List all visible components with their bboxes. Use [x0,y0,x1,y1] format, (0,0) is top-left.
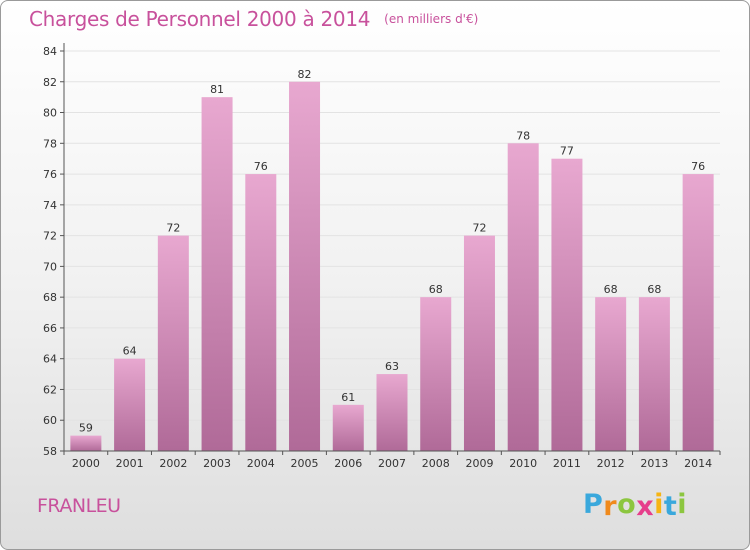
x-tick-label-2000: 2000 [72,457,100,470]
value-label-2004: 76 [254,160,268,173]
bar-2002 [157,235,189,451]
x-tick-label-2006: 2006 [334,457,362,470]
y-tick-label: 80 [43,107,57,120]
value-label-2008: 68 [429,283,443,296]
value-label-2009: 72 [472,222,486,235]
x-tick-label-2002: 2002 [159,457,187,470]
y-tick-label: 58 [43,445,57,458]
chart-title: Charges de Personnel 2000 à 2014 [29,7,371,31]
bar-2009 [463,235,495,451]
y-tick-label: 76 [43,168,57,181]
x-tick-label-2013: 2013 [640,457,668,470]
logo-letter: i [677,489,688,520]
bars [70,81,714,452]
y-tick-label: 60 [43,414,57,427]
value-label-2012: 68 [604,283,618,296]
value-label-2005: 82 [298,68,312,81]
axes: 58 60 62 64 66 68 70 72 74 76 78 80 82 84 2000 2001 2002… [43,43,721,470]
x-tick-label-2012: 2012 [597,457,625,470]
bar-2006 [332,404,364,451]
bar-2008 [420,297,452,451]
bar-2003 [201,97,233,452]
value-label-2002: 72 [166,222,180,235]
y-tick-label: 68 [43,291,57,304]
value-label-2013: 68 [647,283,661,296]
x-tick-label-2010: 2010 [509,457,537,470]
y-tick-label: 82 [43,76,57,89]
value-label-2001: 64 [123,345,137,358]
x-tick-label-2008: 2008 [422,457,450,470]
y-tick-label: 66 [43,322,57,335]
bar-2007 [376,374,408,451]
x-tick-label-2011: 2011 [553,457,581,470]
value-label-2014: 76 [691,160,705,173]
bar-2013 [638,297,670,451]
bar-2012 [595,297,627,451]
bar-2005 [289,81,321,452]
value-label-2007: 63 [385,360,399,373]
x-tick-label-2007: 2007 [378,457,406,470]
title-row: Charges de Personnel 2000 à 2014 (en mill… [29,7,478,35]
logo-letter: t [663,491,678,522]
y-tick-label: 78 [43,137,57,150]
bar-2000 [70,435,102,451]
y-tick-label: 62 [43,383,57,396]
logo-letter: P [583,489,604,520]
x-tick-label-2009: 2009 [465,457,493,470]
logo-letter: i [654,489,664,520]
proxiti-logo[interactable]: Proxiti [583,489,688,522]
y-tick-label: 70 [43,260,57,273]
value-label-2003: 81 [210,83,224,96]
y-tick-label: 64 [43,353,57,366]
bar-2004 [245,174,277,452]
bar-2001 [114,358,146,451]
value-label-2010: 78 [516,129,530,142]
x-tick-label-2004: 2004 [247,457,275,470]
x-tick-label-2003: 2003 [203,457,231,470]
bar-2010 [507,143,539,452]
chart-subtitle: (en milliers d'€) [384,12,479,26]
x-tick-label-2014: 2014 [684,457,712,470]
logo-letter: x [636,491,655,522]
y-tick-label: 84 [43,45,57,58]
y-tick-label: 74 [43,199,57,212]
x-tick-label-2005: 2005 [291,457,319,470]
bar-2014 [682,174,714,452]
value-labels: 59 64 72 81 76 82 61 63 68 72 78 77 68 68 76 [79,68,705,435]
logo-letter: o [617,489,637,520]
value-label-2000: 59 [79,422,93,435]
y-tick-label: 72 [43,230,57,243]
value-label-2011: 77 [560,145,574,158]
x-tick-label-2001: 2001 [116,457,144,470]
value-label-2006: 61 [341,391,355,404]
commune-name: FRANLEU [37,495,121,517]
bar-2011 [551,158,583,451]
logo-letter: r [603,491,618,522]
